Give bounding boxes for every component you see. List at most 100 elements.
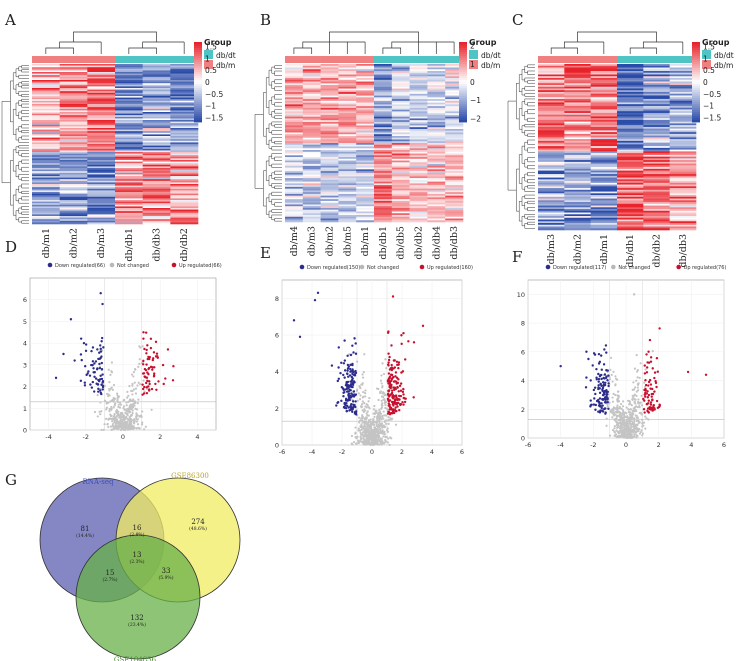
heatmap-cell [59, 156, 88, 159]
heatmap-cell [142, 179, 171, 182]
heatmap-cell [142, 73, 171, 76]
point-not-changed [387, 422, 390, 426]
heatmap-cell [617, 118, 644, 121]
heatmap-cell [356, 135, 375, 139]
heatmap-cell [590, 156, 618, 159]
heatmap-cell [59, 212, 88, 215]
heatmap-cell [32, 198, 60, 201]
heatmap-cell [643, 132, 670, 135]
heatmap-cell [338, 192, 357, 195]
heatmap-cell [170, 67, 199, 70]
heatmap-cell [32, 136, 60, 138]
point-up-regulated [390, 379, 393, 382]
point-not-changed [116, 392, 119, 395]
heatmap-cell [409, 114, 428, 117]
heatmap-cell [356, 181, 375, 184]
point-down-regulated [599, 383, 602, 386]
point-not-changed [116, 394, 119, 397]
heatmap-cell [590, 111, 618, 114]
heatmap-cell [302, 79, 321, 82]
point-up-regulated [650, 392, 653, 396]
heatmap-cell [391, 92, 410, 95]
point-down-regulated [593, 386, 597, 389]
point-down-regulated [595, 367, 598, 371]
heatmap-cell [445, 155, 464, 158]
heatmap-cell [538, 160, 565, 163]
point-not-changed [362, 436, 365, 440]
heatmap-cell [391, 78, 410, 81]
point-not-changed [104, 417, 108, 421]
x-tick-label: 0 [121, 433, 125, 441]
point-down-regulated [342, 395, 345, 398]
color-scale-step [194, 72, 202, 75]
heatmap-cell [59, 188, 88, 191]
heatmap-cell [59, 132, 88, 135]
point-not-changed [616, 399, 619, 402]
heatmap-cell [115, 75, 143, 78]
heatmap-cell [427, 220, 446, 223]
heatmap-cell [617, 217, 644, 220]
color-scale-step [194, 86, 202, 89]
heatmap-cell [669, 170, 697, 173]
point-not-changed [626, 436, 629, 440]
heatmap-cell [669, 163, 697, 166]
heatmap-cell [643, 128, 670, 131]
point-not-changed [366, 404, 369, 407]
sample-label: db/db2 [652, 234, 663, 268]
point-down-regulated [350, 392, 353, 395]
point-down-regulated [100, 355, 103, 358]
heatmap-cell [356, 76, 375, 79]
heatmap-cell [409, 160, 428, 163]
heatmap-cell [590, 196, 618, 199]
y-tick-label: 3 [23, 361, 27, 369]
point-not-changed [386, 441, 389, 444]
heatmap-cell [374, 114, 393, 117]
heatmap-cell [356, 111, 375, 114]
heatmap-cell [142, 142, 171, 145]
heatmap-cell [427, 162, 446, 165]
point-down-regulated [592, 388, 596, 392]
point-up-regulated [391, 412, 394, 415]
heatmap-cell [302, 169, 321, 172]
heatmap-cell [356, 190, 375, 193]
heatmap-cell [115, 163, 143, 166]
x-tick-label: 0 [624, 441, 628, 449]
heatmap-cell [338, 206, 357, 209]
heatmap-cell [170, 110, 199, 113]
heatmap-cell [643, 149, 670, 152]
y-tick-label: 4 [23, 340, 27, 348]
point-not-changed [132, 375, 135, 378]
heatmap-cell [285, 172, 304, 175]
heatmap-cell [285, 186, 304, 189]
y-tick-label: 0 [275, 442, 279, 450]
heatmap-cell [391, 200, 410, 203]
heatmap-cell [445, 113, 464, 116]
heatmap-cell [142, 75, 171, 78]
heatmap-cell [170, 131, 199, 134]
point-down-regulated [98, 362, 101, 366]
heatmap-cell [374, 155, 393, 158]
heatmap-cell [669, 114, 697, 117]
heatmap-cell [409, 218, 428, 221]
point-outlier [292, 319, 296, 322]
heatmap-cell [391, 174, 410, 177]
point-down-regulated [91, 346, 95, 349]
heatmap-cell [115, 68, 143, 71]
panel-label-b: B [260, 11, 271, 29]
heatmap-cell [59, 96, 88, 98]
heatmap-cell [409, 192, 428, 195]
point-not-changed [387, 416, 390, 419]
heatmap-cell [59, 180, 88, 183]
point-not-changed [375, 442, 378, 445]
point-not-changed [633, 408, 636, 412]
heatmap-cell [643, 209, 670, 212]
heatmap-cell [617, 172, 644, 175]
heatmap-cell [142, 171, 171, 174]
heatmap-cell [669, 144, 697, 147]
heatmap-cell [115, 196, 143, 199]
heatmap-cell [669, 142, 697, 145]
point-up-regulated [394, 406, 397, 409]
heatmap-cell [374, 197, 393, 200]
heatmap-cell [643, 109, 670, 112]
heatmap-cell [564, 172, 591, 175]
